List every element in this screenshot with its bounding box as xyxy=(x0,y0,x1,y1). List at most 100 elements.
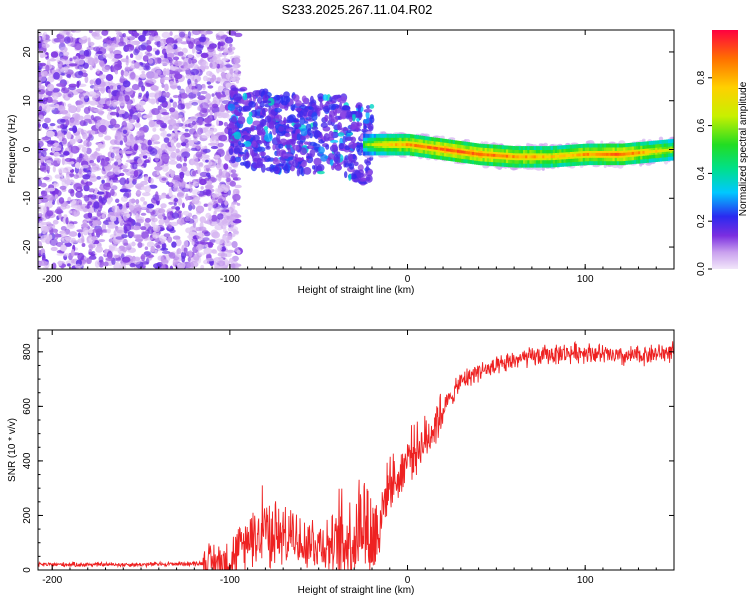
ridge-segment xyxy=(629,152,633,155)
ridge-segment xyxy=(431,146,434,150)
speckle xyxy=(193,215,199,224)
speckle xyxy=(302,107,308,117)
speckle xyxy=(63,214,68,219)
ridge-segment xyxy=(476,152,479,156)
speckle xyxy=(152,210,156,214)
ridge-segment xyxy=(433,146,437,150)
speckle xyxy=(359,177,367,182)
speckle xyxy=(131,83,140,91)
speckle xyxy=(128,119,136,123)
speckle xyxy=(211,74,217,81)
speckle xyxy=(64,157,74,162)
ridge-segment xyxy=(450,149,454,152)
speckle xyxy=(184,102,190,107)
speckle xyxy=(195,44,204,51)
ridge-segment xyxy=(525,155,528,159)
y-tick-label: 10 xyxy=(22,95,33,107)
ridge-segment xyxy=(591,152,594,156)
speckle xyxy=(128,177,133,182)
speckle xyxy=(236,202,241,206)
speckle xyxy=(193,183,199,187)
ridge-segment xyxy=(567,154,571,157)
colorbar-tick-label: 0.0 xyxy=(696,262,707,276)
speckle xyxy=(213,250,218,254)
speckle xyxy=(303,167,312,175)
speckle xyxy=(140,143,147,151)
ridge-segment xyxy=(614,152,618,156)
ridge-segment xyxy=(435,147,439,150)
speckle xyxy=(111,42,116,51)
speckle xyxy=(144,246,149,250)
speckle xyxy=(83,49,90,57)
ridge-segment xyxy=(463,150,466,154)
speckle xyxy=(52,92,59,100)
speckle xyxy=(156,120,164,125)
speckle xyxy=(166,133,172,137)
speckle xyxy=(344,162,350,168)
speckle xyxy=(205,93,212,101)
speckle xyxy=(246,152,250,158)
speckle xyxy=(95,228,103,236)
speckle xyxy=(230,169,237,174)
speckle xyxy=(76,88,84,93)
ridge-segment xyxy=(427,145,430,149)
ridge-segment xyxy=(478,152,481,156)
ridge-segment xyxy=(501,154,505,158)
speckle xyxy=(586,140,595,145)
speckle xyxy=(143,175,149,182)
speckle xyxy=(99,205,103,209)
speckle xyxy=(136,189,141,197)
speckle xyxy=(541,166,545,171)
speckle xyxy=(216,92,221,99)
speckle xyxy=(210,127,218,133)
y-tick-label: 400 xyxy=(22,452,33,469)
speckle xyxy=(54,232,59,240)
speckle xyxy=(126,213,131,219)
speckle xyxy=(68,231,78,237)
speckle xyxy=(65,178,71,186)
speckle xyxy=(173,186,180,192)
speckle xyxy=(169,107,176,113)
speckle xyxy=(246,116,253,125)
speckle xyxy=(337,132,345,137)
speckle xyxy=(256,124,264,133)
speckle xyxy=(84,153,88,162)
speckle xyxy=(146,241,155,248)
speckle xyxy=(211,193,220,198)
speckle xyxy=(172,101,178,108)
speckle xyxy=(79,120,86,127)
speckle xyxy=(150,245,155,253)
speckle xyxy=(106,228,112,234)
speckle xyxy=(39,54,48,58)
speckle xyxy=(153,35,161,42)
ridge-segment xyxy=(412,143,415,147)
ridge-segment xyxy=(405,143,409,147)
speckle xyxy=(93,201,100,209)
speckle xyxy=(40,235,49,240)
speckle xyxy=(233,57,241,64)
ridge-segment xyxy=(442,147,445,151)
speckle xyxy=(200,52,209,59)
speckle xyxy=(137,241,143,249)
speckle xyxy=(299,109,304,118)
speckle xyxy=(296,168,301,177)
snr-frame xyxy=(37,329,675,571)
speckle xyxy=(125,159,135,163)
colorbar-tick-label: 0.2 xyxy=(696,214,707,228)
speckle xyxy=(202,75,209,82)
ridge-segment xyxy=(659,149,662,153)
ridge-segment xyxy=(422,145,426,149)
speckle xyxy=(292,144,300,151)
speckle xyxy=(171,241,177,248)
speckle xyxy=(177,103,185,110)
speckle xyxy=(74,30,81,33)
ridge-segment xyxy=(665,148,669,152)
ridge-segment xyxy=(516,155,520,159)
speckle xyxy=(59,185,67,190)
speckle xyxy=(225,177,231,183)
speckle xyxy=(177,85,182,91)
ridge-segment xyxy=(499,154,503,158)
speckle xyxy=(47,187,56,192)
speckle xyxy=(158,194,167,199)
speckle xyxy=(592,164,600,168)
